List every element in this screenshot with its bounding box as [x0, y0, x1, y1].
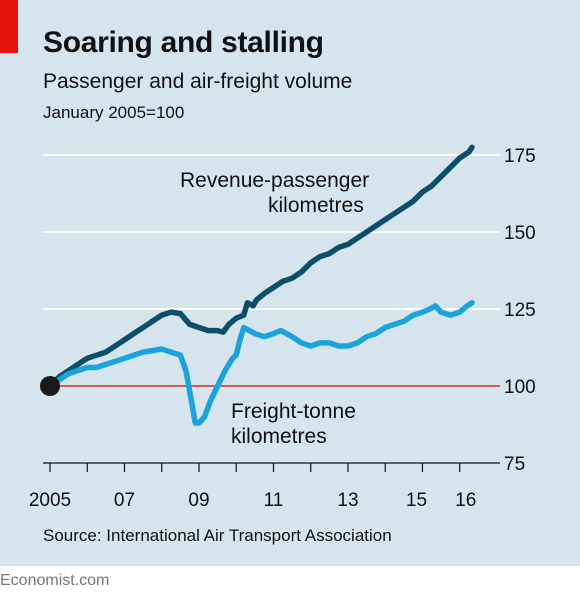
brand-wordmark: Economist.com	[0, 572, 110, 589]
passenger-series-label: kilometres	[268, 194, 364, 217]
y-tick-label: 175	[504, 146, 536, 167]
x-axis	[43, 462, 500, 472]
unit-note: January 2005=100	[43, 103, 185, 122]
chart-subtitle: Passenger and air-freight volume	[43, 70, 353, 93]
red-accent-tag	[0, 0, 18, 53]
source-note: Source: International Air Transport Asso…	[43, 526, 392, 545]
passenger-series-label: Revenue-passenger	[180, 169, 369, 192]
line-chart: 75 100 125 150 175 2005 07 09 11 13 15 16 Revenue-pa…	[29, 144, 536, 511]
x-tick-label: 2005	[29, 490, 71, 511]
y-tick-label: 100	[504, 377, 536, 398]
x-tick-label: 16	[455, 490, 476, 511]
x-tick-label: 11	[264, 490, 284, 511]
passenger-series-line	[47, 144, 475, 389]
chart-panel	[0, 0, 580, 566]
labels: 75 100 125 150 175 2005 07 09 11 13 15 16 Revenue-pa…	[29, 146, 536, 511]
chart-title: Soaring and stalling	[43, 26, 324, 59]
x-tick-label: 07	[114, 490, 135, 511]
y-tick-label: 150	[504, 223, 536, 244]
freight-series-line	[47, 300, 475, 426]
y-tick-label: 125	[504, 300, 536, 321]
y-tick-label: 75	[504, 454, 525, 475]
x-tick-label: 13	[337, 490, 358, 511]
x-tick-label: 15	[406, 490, 427, 511]
start-marker	[40, 376, 60, 396]
freight-series-label: Freight-tonne	[231, 400, 356, 423]
x-tick-label: 09	[188, 490, 209, 511]
series	[40, 144, 475, 426]
freight-series-label: kilometres	[231, 425, 327, 448]
